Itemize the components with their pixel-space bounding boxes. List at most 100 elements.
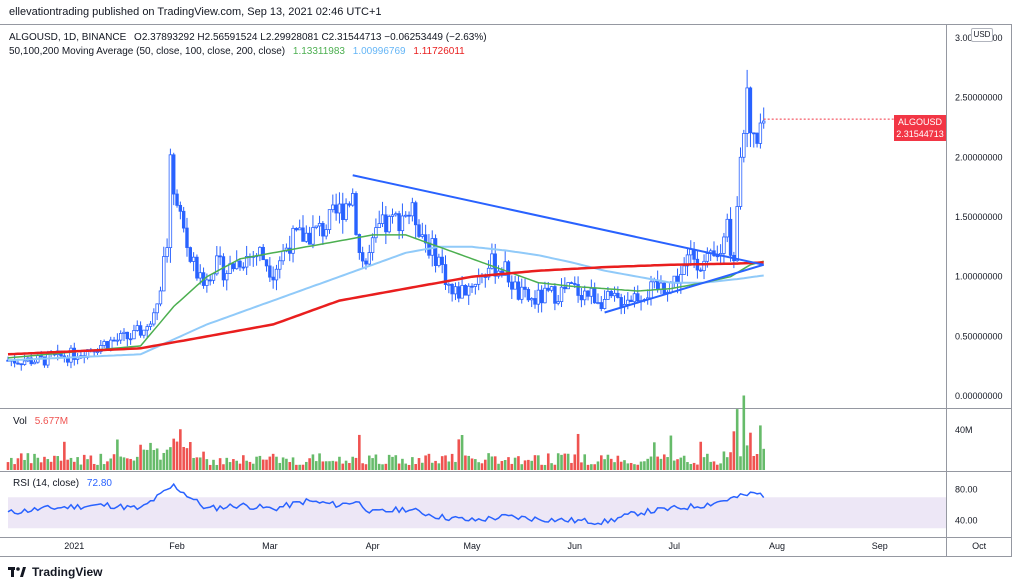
volume-bar: [497, 463, 500, 470]
candle-body: [589, 288, 594, 297]
volume-bar: [477, 462, 480, 470]
candle-body: [503, 261, 507, 276]
candle-body: [546, 287, 550, 291]
header-title: ellevationtrading published on TradingVi…: [9, 6, 382, 18]
candle-body: [619, 297, 623, 307]
volume-bar: [424, 455, 427, 470]
volume-bar: [444, 455, 447, 470]
ma100-line: [7, 245, 764, 362]
rsi-band: [8, 497, 946, 529]
volume-bar: [662, 454, 666, 470]
ma-label[interactable]: 50,100,200 Moving Average (50, close, 10…: [9, 46, 286, 57]
volume-bar: [686, 462, 689, 470]
volume-bar: [712, 461, 716, 470]
volume-bar: [116, 439, 119, 470]
tradingview-logo[interactable]: TradingView: [8, 565, 102, 579]
volume-bar: [205, 459, 209, 470]
candle-body: [559, 286, 564, 303]
price-tag-line: ALGOUSD 2.31544713: [894, 116, 946, 140]
volume-bar: [520, 464, 524, 470]
candle-body: [42, 356, 47, 366]
candle-body: [168, 154, 173, 248]
candle-body: [672, 275, 676, 283]
candle-body: [626, 299, 630, 305]
vol-label[interactable]: Vol: [13, 416, 27, 427]
volume-bar: [112, 454, 116, 470]
candle-body: [410, 202, 415, 217]
volume-bar: [371, 458, 374, 470]
candle-body: [244, 256, 249, 268]
candle-body: [234, 260, 239, 270]
candle-body: [745, 87, 749, 134]
volume-bar: [198, 457, 202, 470]
candle-body: [268, 265, 272, 278]
volume-bar: [384, 463, 388, 470]
candle-body: [583, 290, 587, 301]
volume-bar: [92, 463, 96, 470]
candle-body: [178, 204, 183, 212]
volume-bar: [643, 461, 646, 470]
volume-bar: [649, 456, 653, 470]
volume-bar: [623, 460, 626, 470]
volume-bar: [29, 463, 33, 470]
candle-body: [148, 323, 153, 327]
volume-bar: [629, 462, 633, 470]
candle-body: [357, 234, 362, 253]
candle-body: [138, 325, 143, 336]
volume-bar: [354, 457, 358, 470]
volume-bar: [232, 459, 235, 470]
candle-body: [337, 203, 342, 214]
candle-body: [387, 216, 391, 233]
volume-bar: [470, 458, 474, 470]
candle-body: [722, 236, 726, 254]
candle-body: [748, 87, 753, 134]
volume-bar: [16, 458, 20, 470]
volume-bar: [387, 454, 391, 470]
volume-bar: [159, 459, 162, 470]
volume-bar: [314, 461, 318, 470]
volume-bar: [696, 464, 699, 470]
currency-button[interactable]: USD: [971, 28, 993, 42]
rsi-label[interactable]: RSI (14, close): [13, 478, 80, 489]
candle-body: [32, 361, 37, 365]
candle-body: [742, 133, 746, 158]
volume-bar: [573, 454, 577, 470]
time-tick-label: Sep: [872, 541, 888, 551]
volume-bar: [72, 461, 76, 470]
volume-bar: [139, 444, 142, 470]
candle-body: [135, 325, 139, 331]
volume-bar: [669, 435, 673, 470]
volume-bar: [414, 464, 417, 470]
volume-bar: [474, 459, 477, 470]
rsi-value: 72.80: [86, 478, 112, 489]
volume-bar: [537, 455, 540, 470]
candle-body: [304, 232, 309, 242]
symbol-label[interactable]: ALGOUSD, 1D, BINANCE: [9, 32, 127, 43]
volume-bar: [341, 463, 345, 470]
price-tick-label: 2.00000000: [955, 152, 1003, 162]
volume-bar: [288, 462, 292, 470]
candle-body: [460, 285, 464, 299]
volume-bar: [43, 456, 46, 470]
volume-bar: [39, 462, 43, 470]
volume-bar: [553, 464, 557, 470]
volume-bar: [145, 449, 149, 470]
rsi-line: [7, 482, 765, 526]
volume-bar: [281, 457, 285, 470]
volume-bar: [656, 456, 659, 470]
candle-body: [728, 218, 733, 256]
volume-bar: [679, 457, 683, 470]
volume-bar: [749, 432, 752, 470]
volume-bar: [580, 462, 583, 470]
volume-bar: [271, 453, 275, 470]
candle-body: [632, 293, 637, 303]
volume-bar: [523, 460, 527, 470]
volume-bar: [510, 463, 514, 470]
candle-body: [470, 285, 474, 288]
time-tick-label: Mar: [262, 541, 278, 551]
legend-vol: Vol 5.677M: [13, 416, 73, 427]
volume-bar: [417, 458, 421, 470]
candle-body: [278, 260, 282, 270]
candle-body: [241, 266, 246, 269]
